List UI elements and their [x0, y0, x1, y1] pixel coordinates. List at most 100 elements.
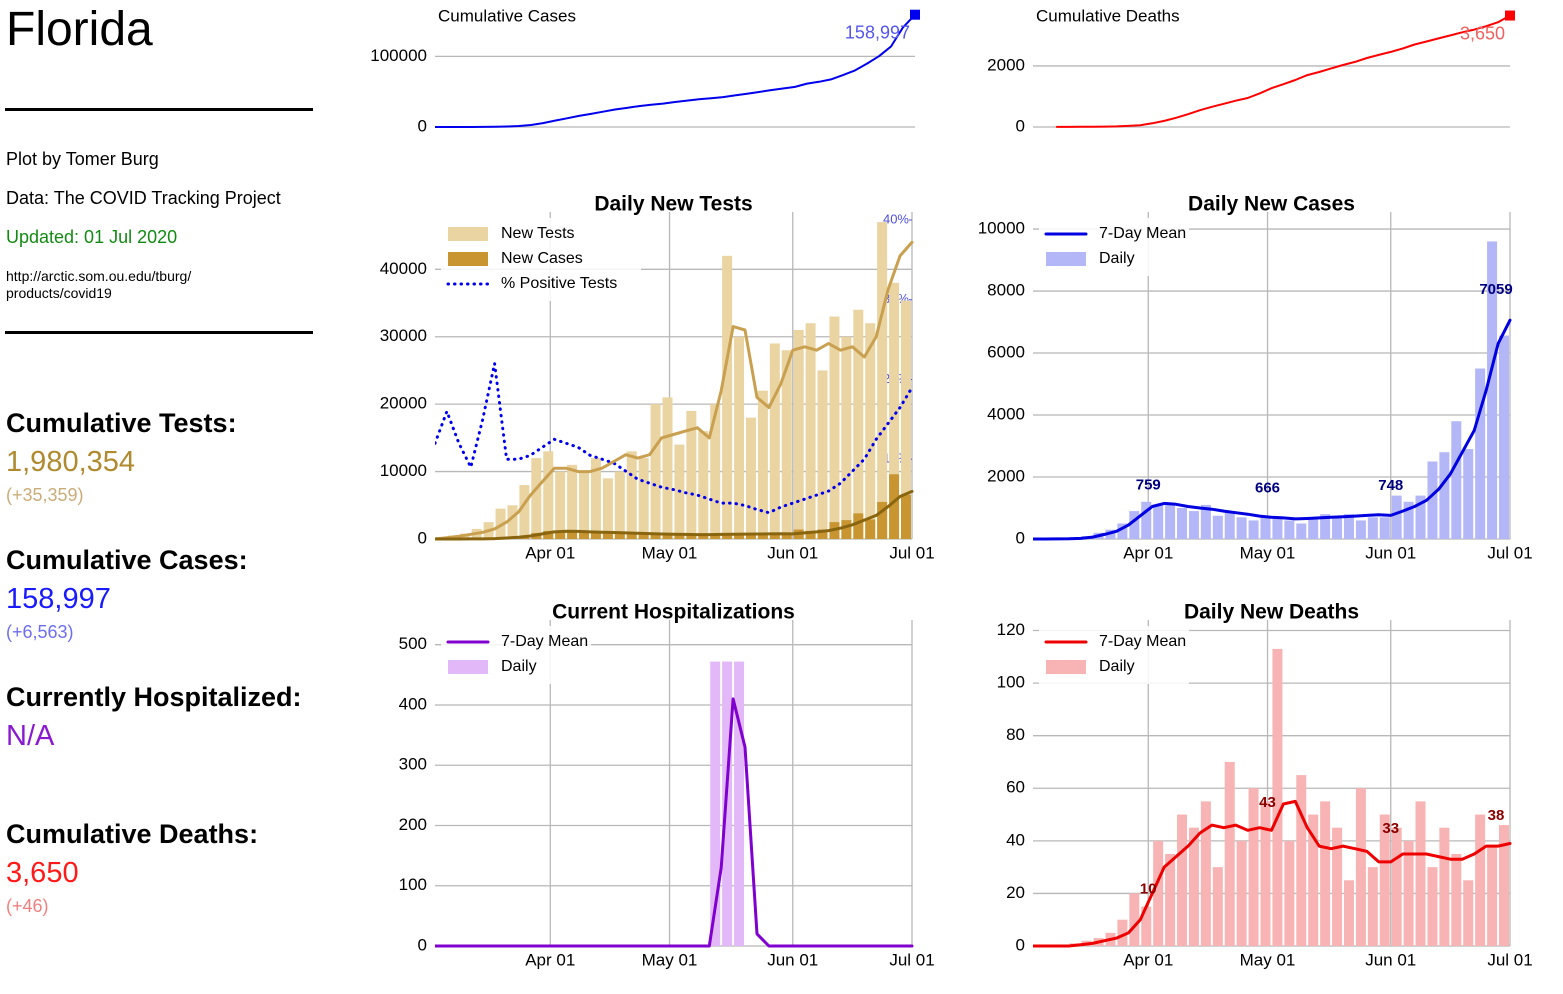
x-tick-label: Jul 01 [1487, 950, 1532, 969]
bar [769, 534, 780, 539]
bar [1272, 648, 1283, 946]
plot-area [435, 661, 914, 948]
bar [519, 485, 530, 539]
bar [781, 534, 792, 539]
bar [1499, 825, 1509, 946]
bar [1451, 853, 1462, 946]
y-tick-label: 20000 [380, 394, 427, 413]
stat-label: Cumulative Deaths: [6, 819, 259, 849]
bar [1332, 517, 1343, 539]
y-tick-label: 0 [418, 116, 427, 135]
url: products/covid19 [6, 285, 112, 301]
bar [1224, 761, 1235, 946]
legend-swatch [1046, 252, 1086, 266]
bar [1403, 840, 1414, 946]
legend-label: New Cases [501, 250, 583, 267]
bar [1153, 504, 1164, 539]
line [1033, 799, 1512, 948]
y-tick-label: 30000 [380, 326, 427, 345]
bar [710, 661, 721, 946]
bar [829, 316, 840, 539]
bar [602, 478, 613, 539]
bar [853, 309, 864, 539]
bar [1308, 517, 1319, 539]
bar [1177, 814, 1188, 946]
bar [1236, 840, 1247, 946]
bar [543, 530, 554, 539]
bar [626, 451, 637, 539]
bar [674, 534, 685, 539]
chart-title: Daily New Tests [594, 193, 752, 216]
legend-label: 7-Day Mean [1099, 633, 1186, 650]
y-tick-label: 4000 [987, 405, 1025, 424]
bar [1212, 867, 1223, 946]
y-tick-label: 200 [399, 815, 427, 834]
bar [745, 533, 756, 539]
bar [590, 532, 601, 539]
line [1055, 14, 1511, 128]
bar [686, 534, 697, 539]
bar [1165, 853, 1176, 946]
bar [1153, 840, 1164, 946]
bar [579, 532, 590, 539]
bar [769, 343, 780, 539]
bar [1355, 520, 1366, 539]
bar [1200, 801, 1211, 946]
bar [1367, 867, 1378, 946]
bar [817, 529, 828, 539]
y-tick-label: 40 [1006, 830, 1025, 849]
bar [1284, 840, 1295, 946]
bar [531, 458, 542, 539]
bar [1248, 788, 1259, 946]
source: Data: The COVID Tracking Project [6, 188, 281, 208]
bar [698, 431, 709, 539]
bar [1415, 801, 1426, 946]
stat-label: Cumulative Cases: [6, 545, 248, 575]
legend-label: Daily [1099, 250, 1135, 267]
bar [1475, 814, 1486, 946]
x-tick-label: May 01 [642, 950, 698, 969]
y-tick-label: 10000 [380, 461, 427, 480]
bar [1141, 501, 1152, 539]
bar [686, 410, 697, 539]
bar [1427, 867, 1438, 946]
bar [889, 282, 900, 539]
x-tick-label: May 01 [1240, 950, 1296, 969]
bar [901, 494, 911, 539]
y-tick-label: 300 [399, 755, 427, 774]
y-tick-label: 10000 [978, 219, 1025, 238]
bar [614, 471, 625, 539]
bar [614, 533, 625, 539]
bar [1379, 517, 1390, 539]
plot-area [435, 222, 914, 541]
bar [1499, 335, 1509, 539]
bar [1272, 517, 1283, 539]
legend-swatch [448, 227, 488, 241]
legend-label: Daily [1099, 658, 1135, 675]
bar [1296, 775, 1307, 946]
bar [1129, 511, 1140, 539]
bar [1224, 511, 1235, 539]
bar [889, 474, 900, 539]
stat-value: 158,997 [6, 583, 111, 615]
annotation: 38 [1488, 807, 1505, 824]
bar [734, 336, 745, 539]
bar [841, 336, 852, 539]
bar [757, 390, 768, 539]
annotation: 7059 [1479, 281, 1512, 298]
bar [734, 661, 745, 946]
line [435, 489, 914, 541]
bar [1188, 511, 1199, 539]
bar [877, 501, 888, 539]
stat-label: Cumulative Tests: [6, 408, 237, 438]
bar [853, 513, 864, 539]
y2-tick-label: 40% [883, 211, 909, 226]
stat-label: Currently Hospitalized: [6, 682, 302, 712]
y-tick-label: 8000 [987, 281, 1025, 300]
annotation: 10 [1140, 881, 1157, 898]
annotation: 158,997 [845, 22, 910, 42]
y-tick-label: 0 [418, 528, 427, 547]
updated: Updated: 01 Jul 2020 [6, 227, 178, 247]
